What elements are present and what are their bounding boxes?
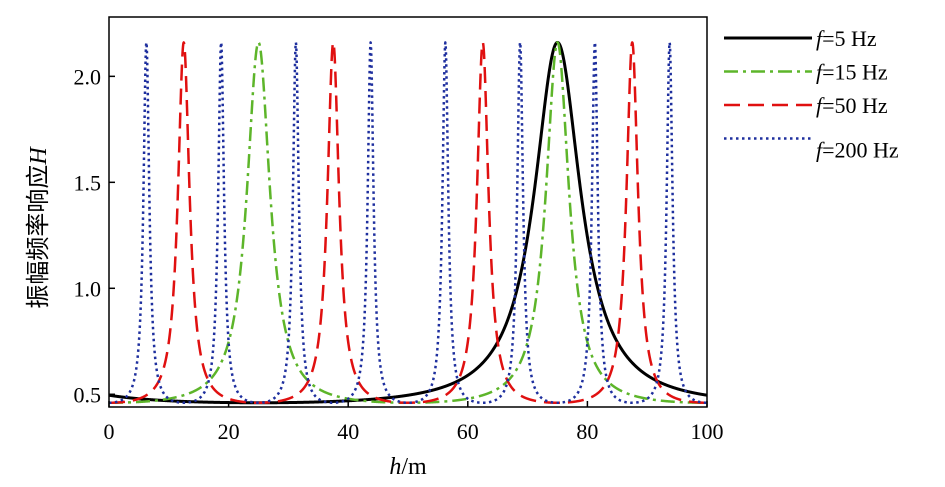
legend-label-var: f: [816, 26, 825, 51]
legend-label-value: =200 Hz: [822, 138, 899, 163]
legend-label-var: f: [816, 138, 825, 163]
series-layer: [109, 40, 707, 405]
legend-label: f=15 Hz: [816, 60, 888, 85]
y-tick-label: 2.0: [74, 64, 102, 89]
legend-label-var: f: [816, 93, 825, 118]
x-axis-label: h/m: [389, 454, 427, 480]
legend-label-value: =5 Hz: [822, 26, 877, 51]
legend-label-value: =15 Hz: [822, 60, 888, 85]
legend-label: f=50 Hz: [816, 93, 888, 118]
series-line-200hz: [109, 41, 707, 405]
legend-label-value: =50 Hz: [822, 93, 888, 118]
x-tick-label: 20: [218, 419, 240, 444]
y-tick-label: 1.5: [74, 170, 102, 195]
x-tick-label: 60: [457, 419, 479, 444]
y-tick-label: 1.0: [74, 276, 102, 301]
y-axis-label: 振幅频率响应H: [25, 146, 52, 309]
legend: f=5 Hzf=15 Hzf=50 Hzf=200 Hz: [724, 26, 899, 163]
x-tick-label: 40: [337, 419, 359, 444]
series-line-50hz: [109, 41, 707, 405]
x-tick-label: 0: [104, 419, 115, 444]
legend-label: f=200 Hz: [816, 138, 899, 163]
x-axis: 0 20 40 60 80 100: [104, 401, 724, 444]
x-axis-label-unit: /m: [401, 454, 427, 480]
series-line-5hz: [109, 40, 707, 405]
x-tick-label: 80: [576, 419, 598, 444]
y-tick-label: 0.5: [74, 382, 102, 407]
x-axis-label-var: h: [389, 454, 401, 480]
plot-frame: [108, 16, 708, 408]
y-axis-label-main: 振幅频率响应: [25, 165, 52, 309]
x-tick-label: 100: [691, 419, 724, 444]
y-axis: 0.5 1.0 1.5 2.0: [74, 64, 115, 407]
y-axis-label-var: H: [26, 146, 52, 166]
legend-label-var: f: [816, 60, 825, 85]
legend-label: f=5 Hz: [816, 26, 877, 51]
